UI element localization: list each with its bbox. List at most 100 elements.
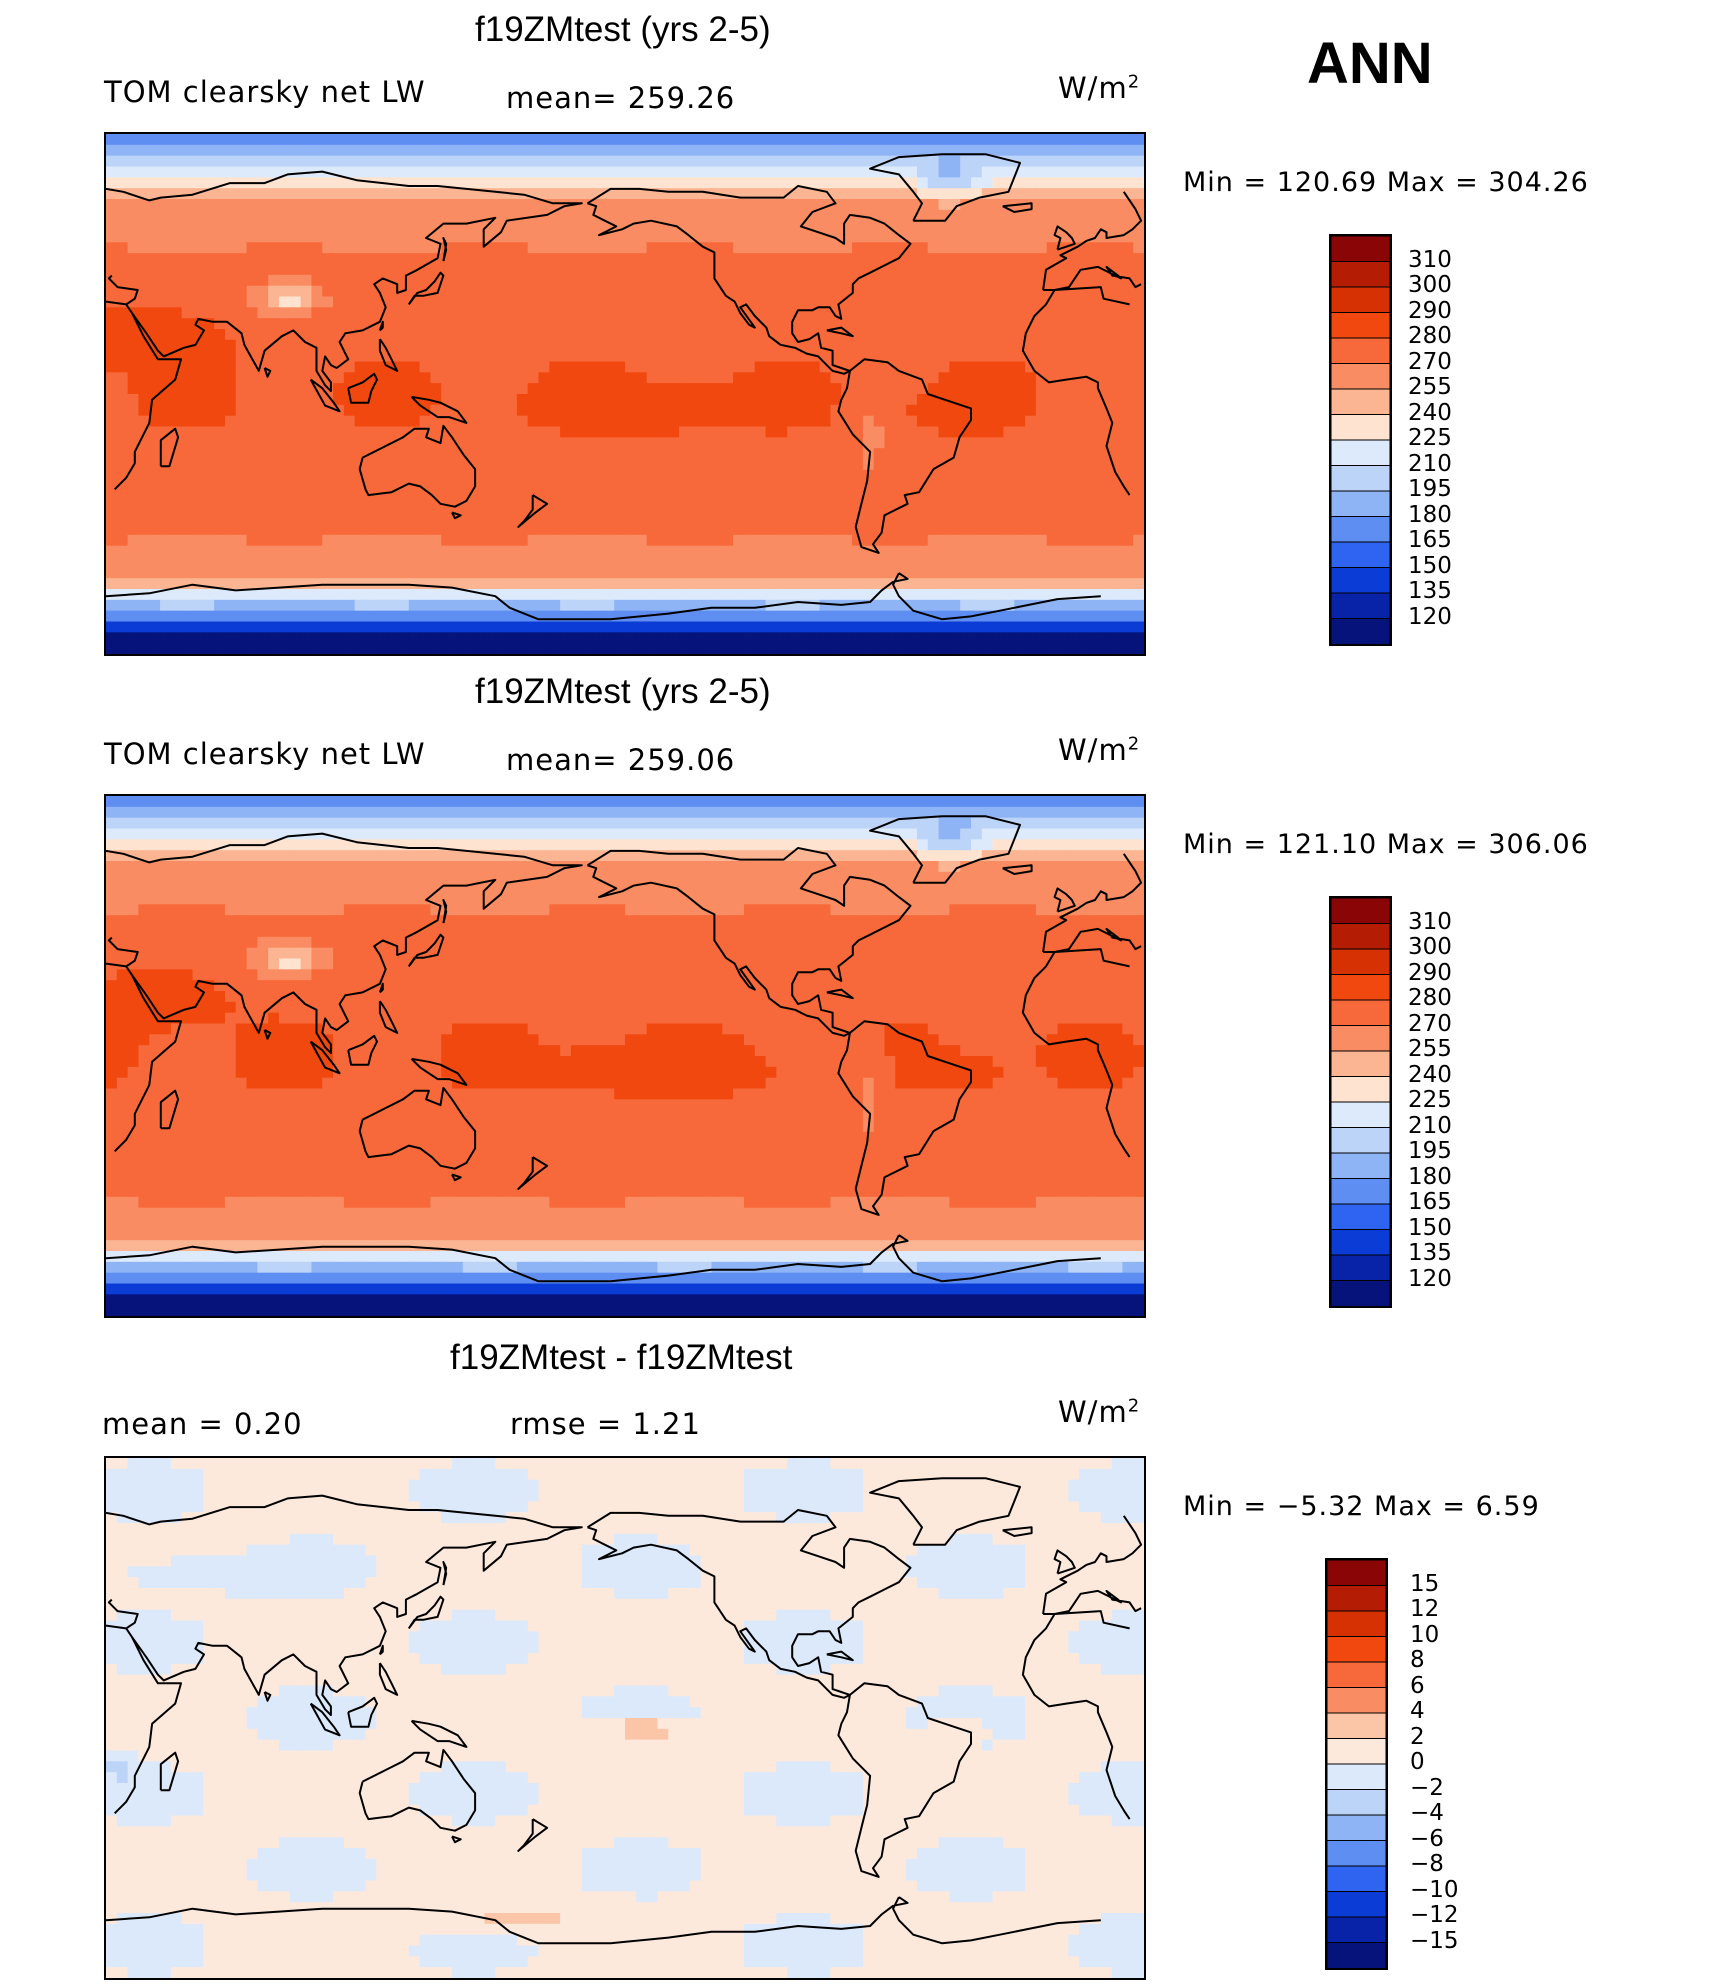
colorbar-tick-label: 240 xyxy=(1408,1061,1452,1088)
colorbar-swatch xyxy=(1327,1585,1386,1612)
panel-3-colorbar xyxy=(1325,1558,1388,1970)
colorbar-swatch xyxy=(1331,312,1390,339)
colorbar-swatch xyxy=(1331,1178,1390,1205)
panel-1-title: f19ZMtest (yrs 2-5) xyxy=(475,10,771,49)
colorbar-tick-label: 120 xyxy=(1408,603,1452,630)
colorbar-tick-label: 225 xyxy=(1408,425,1452,451)
colorbar-swatch xyxy=(1331,439,1390,467)
colorbar-swatch xyxy=(1331,1229,1390,1256)
colorbar-tick-label: 10 xyxy=(1410,1621,1440,1648)
panel-1-minmax: Min = 120.69 Max = 304.26 xyxy=(1183,167,1589,198)
colorbar-tick-label: 135 xyxy=(1408,578,1452,604)
colorbar-tick-label: −15 xyxy=(1410,1927,1459,1954)
colorbar-tick-label: 290 xyxy=(1408,959,1452,986)
colorbar-tick-label: 280 xyxy=(1408,985,1452,1011)
panel-1-map xyxy=(104,132,1146,656)
colorbar-tick-label: 120 xyxy=(1408,1265,1452,1292)
panel-1-variable-label: TOM clearsky net LW xyxy=(104,75,426,109)
panel-3-map xyxy=(104,1456,1146,1980)
colorbar-swatch xyxy=(1331,618,1390,644)
colorbar-swatch xyxy=(1331,465,1390,492)
colorbar-swatch xyxy=(1331,1050,1390,1078)
coastline xyxy=(106,1477,1143,1945)
colorbar-tick-label: 255 xyxy=(1408,1036,1452,1062)
colorbar-tick-label: −12 xyxy=(1410,1902,1459,1928)
colorbar-tick-label: 270 xyxy=(1408,1010,1452,1037)
panel-1-mean-label: mean= 259.26 xyxy=(506,81,736,115)
colorbar-swatch xyxy=(1327,1789,1386,1816)
colorbar-tick-label: 310 xyxy=(1408,246,1452,273)
colorbar-tick-label: 150 xyxy=(1408,1214,1452,1241)
colorbar-swatch xyxy=(1331,999,1390,1027)
colorbar-tick-label: −4 xyxy=(1410,1800,1444,1826)
panel-3-units: W/m2 xyxy=(1058,1395,1141,1429)
colorbar-swatch xyxy=(1327,1840,1386,1867)
colorbar-tick-label: 4 xyxy=(1410,1698,1425,1724)
colorbar-swatch xyxy=(1331,567,1390,594)
panel-1-colorbar xyxy=(1329,234,1392,646)
colorbar-swatch xyxy=(1327,1865,1386,1893)
colorbar-swatch xyxy=(1327,1712,1386,1740)
colorbar-swatch xyxy=(1331,337,1390,365)
colorbar-swatch xyxy=(1327,1610,1386,1638)
colorbar-swatch xyxy=(1331,363,1390,390)
panel-2-units: W/m2 xyxy=(1058,733,1141,767)
colorbar-tick-label: 195 xyxy=(1408,476,1452,502)
colorbar-swatch xyxy=(1331,541,1390,569)
panel-3-minmax: Min = −5.32 Max = 6.59 xyxy=(1183,1491,1540,1522)
panel-3-rmse-label: rmse = 1.21 xyxy=(510,1407,701,1441)
colorbar-tick-label: 180 xyxy=(1408,501,1452,528)
colorbar-tick-label: 165 xyxy=(1408,527,1452,553)
colorbar-swatch xyxy=(1331,388,1390,416)
coastline xyxy=(106,815,1143,1283)
colorbar-tick-label: 240 xyxy=(1408,399,1452,426)
colorbar-swatch xyxy=(1327,1814,1386,1842)
colorbar-tick-label: 150 xyxy=(1408,552,1452,579)
colorbar-swatch xyxy=(1331,1203,1390,1231)
colorbar-tick-label: 15 xyxy=(1410,1570,1440,1597)
colorbar-swatch xyxy=(1327,1560,1386,1587)
colorbar-tick-label: 0 xyxy=(1410,1749,1425,1775)
panel-2-mean-label: mean= 259.06 xyxy=(506,743,736,777)
colorbar-tick-label: 290 xyxy=(1408,297,1452,324)
colorbar-swatch xyxy=(1331,1152,1390,1180)
colorbar-tick-label: 270 xyxy=(1408,348,1452,375)
colorbar-swatch xyxy=(1331,592,1390,620)
colorbar-tick-label: 210 xyxy=(1408,1112,1452,1139)
colorbar-tick-label: 135 xyxy=(1408,1240,1452,1266)
panel-3-title: f19ZMtest - f19ZMtest xyxy=(450,1338,793,1377)
colorbar-swatch xyxy=(1331,516,1390,543)
colorbar-tick-label: 300 xyxy=(1408,934,1452,960)
coastline xyxy=(106,153,1143,621)
panel-2-title: f19ZMtest (yrs 2-5) xyxy=(475,672,771,711)
colorbar-swatch xyxy=(1327,1942,1386,1968)
colorbar-swatch xyxy=(1327,1891,1386,1918)
colorbar-tick-label: −2 xyxy=(1410,1774,1444,1801)
colorbar-swatch xyxy=(1331,414,1390,441)
panel-2-minmax: Min = 121.10 Max = 306.06 xyxy=(1183,829,1589,860)
colorbar-swatch xyxy=(1331,261,1390,288)
colorbar-tick-label: −10 xyxy=(1410,1876,1459,1903)
panel-2-variable-label: TOM clearsky net LW xyxy=(104,737,426,771)
colorbar-swatch xyxy=(1331,1127,1390,1154)
colorbar-tick-label: 12 xyxy=(1410,1596,1440,1622)
colorbar-swatch xyxy=(1331,1025,1390,1052)
panel-3-mean-label: mean = 0.20 xyxy=(102,1407,303,1441)
colorbar-tick-label: −8 xyxy=(1410,1851,1444,1877)
colorbar-swatch xyxy=(1327,1687,1386,1714)
colorbar-swatch xyxy=(1331,286,1390,314)
colorbar-swatch xyxy=(1327,1763,1386,1791)
colorbar-swatch xyxy=(1331,490,1390,518)
colorbar-tick-label: 255 xyxy=(1408,374,1452,400)
colorbar-swatch xyxy=(1327,1636,1386,1663)
season-label: ANN xyxy=(1307,31,1433,96)
panel-2-colorbar xyxy=(1329,896,1392,1308)
colorbar-tick-label: 300 xyxy=(1408,272,1452,298)
colorbar-tick-label: 2 xyxy=(1410,1723,1425,1750)
colorbar-swatch xyxy=(1331,1101,1390,1129)
colorbar-tick-label: 210 xyxy=(1408,450,1452,477)
colorbar-swatch xyxy=(1331,923,1390,950)
colorbar-tick-label: 225 xyxy=(1408,1087,1452,1113)
colorbar-swatch xyxy=(1331,1076,1390,1103)
colorbar-swatch xyxy=(1331,948,1390,976)
